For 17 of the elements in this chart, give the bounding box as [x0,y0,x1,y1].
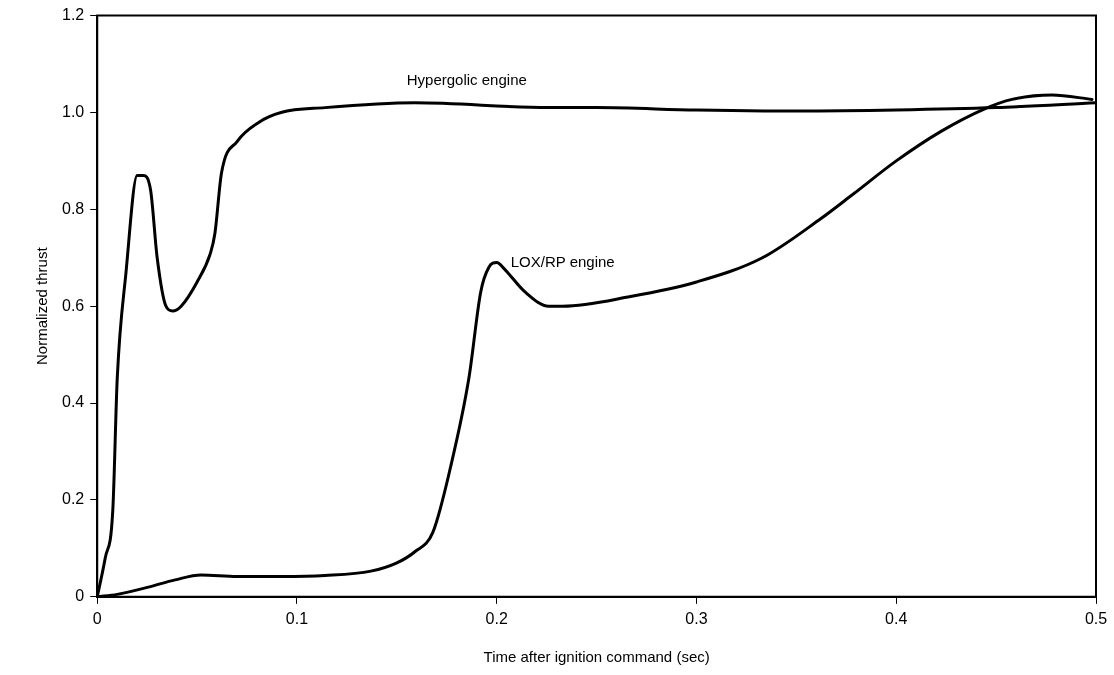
y-tick-label: 0.8 [61,199,85,217]
y-tick-label: 1.0 [61,102,85,120]
series-label: LOX/RP engine [510,252,615,270]
x-tick-label: 0.1 [285,609,309,627]
series-label: Hypergolic engine [406,70,527,88]
x-tick-label: 0 [92,609,102,627]
x-tick-label: 0.5 [1084,609,1108,627]
y-tick-label: 0.2 [61,490,85,508]
x-tick-label: 0.3 [685,609,708,627]
y-axis-title: Normalized thrust [33,246,51,365]
x-tick-label: 0.2 [485,609,508,627]
y-tick-label: 1.2 [61,6,85,24]
y-tick-label: 0.6 [61,296,85,314]
y-tick-label: 0 [75,587,85,605]
x-axis-title: Time after ignition command (sec) [483,648,710,666]
x-tick-label: 0.4 [885,609,908,627]
y-tick-label: 0.4 [61,393,85,411]
